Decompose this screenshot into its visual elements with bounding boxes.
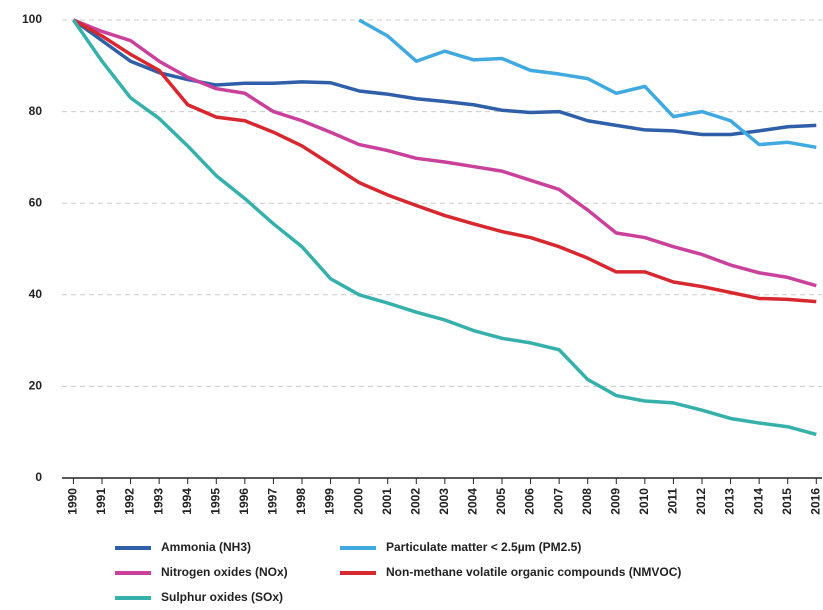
x-tick-label: 2014 <box>751 488 765 515</box>
y-tick-label: 60 <box>29 195 43 209</box>
x-tick-label: 2013 <box>723 488 737 515</box>
legend-label: Nitrogen oxides (NOx) <box>161 565 288 579</box>
x-tick-label: 1993 <box>151 488 165 515</box>
series-line <box>72 18 817 304</box>
x-tick-label: 2015 <box>780 488 794 515</box>
x-tick-label: 1995 <box>208 488 222 515</box>
x-tick-label: 2008 <box>580 488 594 515</box>
x-tick-label: 1994 <box>180 488 194 515</box>
x-tick-label: 1991 <box>94 488 108 515</box>
x-tick-label: 1992 <box>123 488 137 515</box>
x-tick-label: 1990 <box>66 488 80 515</box>
x-tick-label: 2012 <box>694 488 708 515</box>
x-tick-label: 2010 <box>637 488 651 515</box>
x-tick-label: 2000 <box>351 488 365 515</box>
legend-label: Sulphur oxides (SOx) <box>161 590 283 604</box>
y-tick-label: 80 <box>29 104 43 118</box>
x-tick-label: 2001 <box>380 488 394 515</box>
x-tick-label: 2002 <box>408 488 422 515</box>
series-line <box>358 18 817 150</box>
x-tick-label: 1998 <box>294 488 308 515</box>
x-tick-label: 2009 <box>608 488 622 515</box>
x-tick-label: 1999 <box>323 488 337 515</box>
y-tick-label: 0 <box>35 470 42 484</box>
x-tick-label: 2007 <box>551 488 565 515</box>
x-tick-label: 2011 <box>666 488 680 514</box>
x-tick-label: 2003 <box>437 488 451 515</box>
x-tick-label: 2006 <box>523 488 537 515</box>
series-line <box>72 18 817 288</box>
x-tick-label: 1997 <box>266 488 280 515</box>
legend-label: Non-methane volatile organic compounds (… <box>386 565 681 579</box>
x-tick-label: 2004 <box>466 488 480 515</box>
x-tick-label: 1996 <box>237 488 251 515</box>
y-tick-label: 20 <box>29 379 43 393</box>
series-line <box>71 19 817 437</box>
legend-label: Particulate matter < 2.5µm (PM2.5) <box>386 540 581 554</box>
x-tick-label: 2016 <box>808 488 822 515</box>
x-tick-label: 2005 <box>494 488 508 515</box>
y-tick-label: 40 <box>29 287 43 301</box>
y-tick-label: 100 <box>22 12 42 26</box>
legend-label: Ammonia (NH3) <box>161 540 251 554</box>
